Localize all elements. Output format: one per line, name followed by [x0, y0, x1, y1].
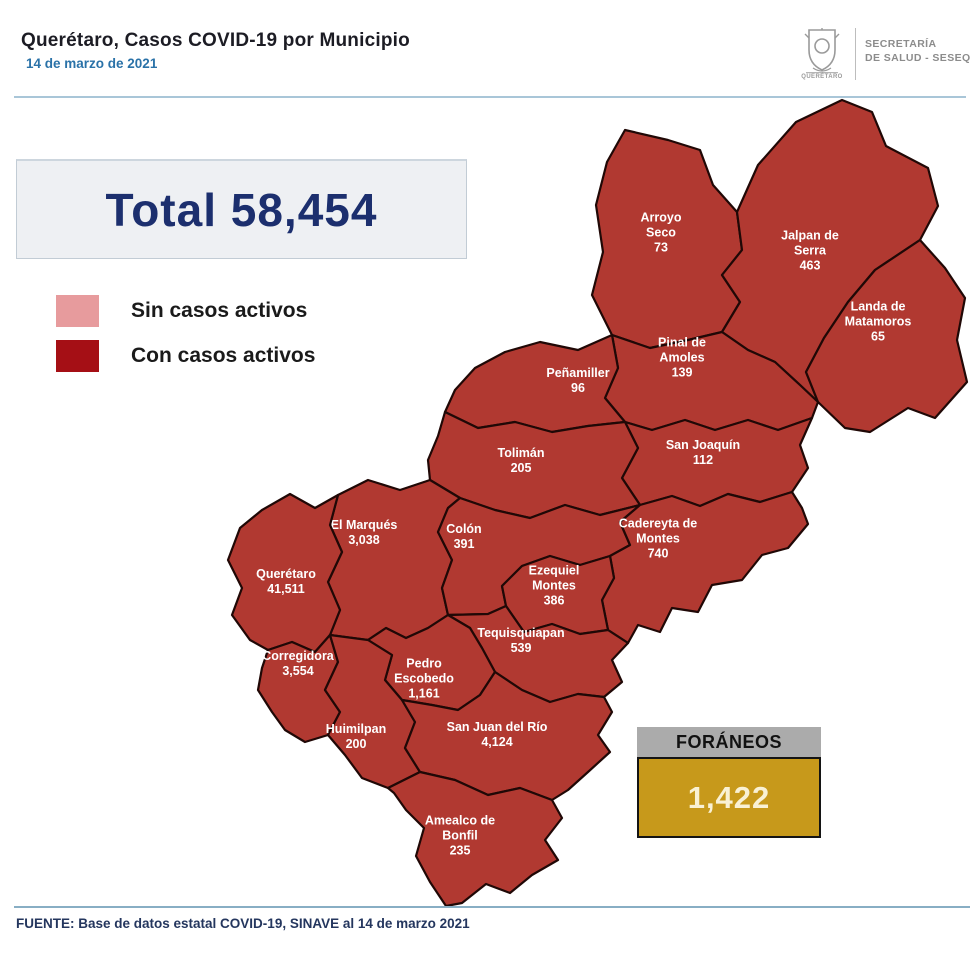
legend-swatch-pink: [56, 295, 99, 327]
legend-item-sin-casos: Sin casos activos: [56, 295, 307, 327]
municipality-jalpan: Jalpan de Serra 463: [720, 98, 940, 404]
municipality-region-landa: [804, 238, 969, 434]
municipality-label-amealco: Amealco de Bonfil 235: [425, 814, 495, 858]
municipality-label-landa: Landa de Matamoros 65: [845, 300, 912, 344]
report-date: 14 de marzo de 2021: [26, 56, 158, 71]
logo-divider: [855, 28, 856, 80]
org-name-line1: SECRETARÍA: [865, 38, 937, 50]
municipality-san-joaquin: San Joaquín 112: [620, 416, 814, 508]
total-value: 58,454: [230, 183, 378, 236]
municipality-arroyo-seco: Arroyo Seco 73: [590, 128, 744, 350]
municipality-label-corregidora: Corregidora 3,554: [262, 649, 335, 678]
total-cases-text: Total 58,454: [106, 183, 378, 237]
municipality-landa: Landa de Matamoros 65: [804, 238, 969, 434]
municipality-cadereyta: Cadereyta de Montes 740: [600, 490, 810, 645]
municipality-corregidora: Corregidora 3,554: [256, 633, 342, 744]
municipality-region-amealco: [386, 770, 564, 908]
municipality-label-tequisquiapan: Tequisquiapan 539: [477, 626, 564, 655]
municipality-label-penamiller: Peñamiller 96: [546, 366, 609, 395]
header-divider: [14, 96, 966, 98]
municipality-label-colon: Colón 391: [446, 522, 481, 551]
queretaro-crest-icon: [804, 28, 840, 74]
municipality-label-san-juan-del-rio: San Juan del Río 4,124: [447, 720, 548, 749]
municipality-amealco: Amealco de Bonfil 235: [386, 770, 564, 908]
total-cases-box: Total 58,454: [16, 159, 467, 259]
municipality-region-cadereyta: [600, 490, 810, 645]
foraneos-header: FORÁNEOS: [637, 727, 821, 757]
municipality-label-pinal: Pinal de Amoles 139: [658, 336, 706, 380]
municipality-region-el-marques: [326, 478, 462, 642]
legend-item-con-casos: Con casos activos: [56, 340, 315, 372]
municipality-label-queretaro: Querétaro 41,511: [256, 567, 316, 596]
municipality-ezequiel-montes: Ezequiel Montes 386: [500, 554, 616, 636]
municipality-region-huimilpan: [323, 633, 422, 790]
foraneos-box: FORÁNEOS 1,422: [637, 727, 821, 838]
crest-caption: QUERÉTARO: [801, 74, 843, 80]
municipality-queretaro: Querétaro 41,511: [226, 492, 344, 654]
municipality-label-jalpan: Jalpan de Serra 463: [781, 229, 839, 273]
municipality-region-penamiller: [443, 333, 627, 434]
municipality-label-cadereyta: Cadereyta de Montes 740: [619, 517, 698, 561]
municipality-label-el-marques: El Marqués 3,038: [331, 518, 398, 547]
municipality-san-juan-del-rio: San Juan del Río 4,124: [400, 670, 614, 802]
total-label: Total: [105, 183, 217, 236]
municipality-huimilpan: Huimilpan 200: [323, 633, 422, 790]
municipality-penamiller: Peñamiller 96: [443, 333, 627, 434]
municipality-label-toliman: Tolimán 205: [498, 446, 545, 475]
org-name-line2: DE SALUD - SESEQ: [865, 52, 971, 64]
footer-divider: [14, 906, 970, 908]
seseq-logo: QUERÉTARO SECRETARÍA DE SALUD - SESEQ: [793, 22, 973, 84]
municipality-toliman: Tolimán 205: [426, 410, 642, 520]
foraneos-value: 1,422: [637, 757, 821, 838]
municipality-label-san-joaquin: San Joaquín 112: [666, 438, 740, 467]
municipality-label-huimilpan: Huimilpan 200: [326, 722, 386, 751]
source-note: FUENTE: Base de datos estatal COVID-19, …: [16, 916, 470, 931]
municipality-tequisquiapan: Tequisquiapan 539: [446, 604, 630, 704]
legend-label: Sin casos activos: [131, 299, 308, 322]
municipality-label-ezequiel-montes: Ezequiel Montes 386: [529, 564, 580, 608]
legend-label: Con casos activos: [131, 344, 316, 367]
municipality-region-san-joaquin: [620, 416, 814, 508]
page-title: Querétaro, Casos COVID-19 por Municipio: [21, 30, 410, 51]
municipality-label-pedro-escobedo: Pedro Escobedo 1,161: [394, 657, 454, 701]
municipality-el-marques: El Marqués 3,038: [326, 478, 462, 642]
municipality-region-queretaro: [226, 492, 344, 654]
municipality-label-arroyo-seco: Arroyo Seco 73: [641, 211, 682, 255]
legend-swatch-dark-red: [56, 340, 99, 372]
